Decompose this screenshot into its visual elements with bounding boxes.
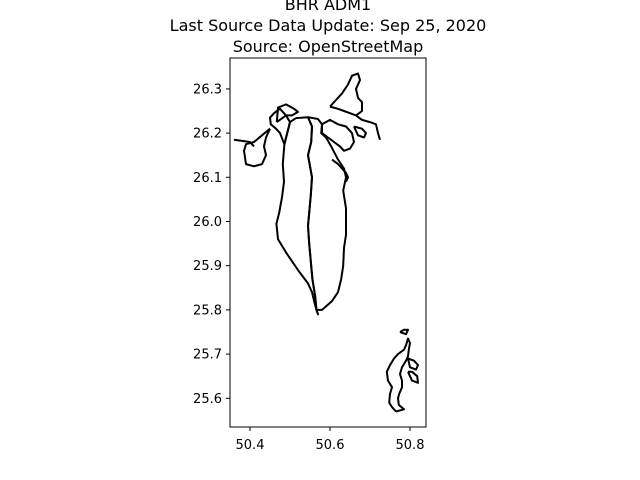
- y-tick-label: 26.3: [193, 82, 222, 97]
- y-tick-label: 26.1: [193, 171, 222, 186]
- title-line-3: Source: OpenStreetMap: [232, 37, 424, 56]
- axes-frame: [229, 57, 427, 428]
- boundary-15: [399, 328, 409, 336]
- title-line-1: BHR ADM1: [284, 0, 372, 14]
- boundary-layer: [233, 72, 419, 413]
- boundary-5: [243, 127, 271, 168]
- boundary-12: [385, 337, 411, 413]
- y-tick-label: 25.7: [193, 348, 222, 363]
- boundary-11: [331, 158, 349, 183]
- x-tick-label: 50.8: [396, 438, 425, 453]
- boundary-6: [233, 138, 255, 148]
- x-axis: 50.4 50.6 50.8: [236, 427, 425, 453]
- boundary-8: [329, 72, 363, 117]
- boundary-9: [355, 114, 381, 141]
- boundary-7: [321, 118, 355, 152]
- boundary-4: [275, 103, 299, 123]
- y-tick-label: 25.6: [193, 392, 222, 407]
- boundary-13: [407, 357, 419, 371]
- boundary-10: [353, 125, 367, 139]
- figure-title: BHR ADM1 Last Source Data Update: Sep 25…: [0, 0, 640, 57]
- title-line-2: Last Source Data Update: Sep 25, 2020: [169, 16, 487, 35]
- y-tick-label: 26.0: [193, 215, 222, 230]
- boundary-2: [307, 116, 347, 311]
- y-tick-label: 26.2: [193, 127, 222, 142]
- y-tick-label: 25.9: [193, 259, 222, 274]
- boundary-3: [269, 107, 291, 146]
- y-axis: 26.3 26.2 26.1 26.0 25.9 25.8 25.7 25.6: [193, 82, 230, 407]
- x-tick-label: 50.6: [316, 438, 345, 453]
- x-tick-label: 50.4: [236, 438, 265, 453]
- y-tick-label: 25.8: [193, 303, 222, 318]
- boundary-14: [407, 370, 419, 384]
